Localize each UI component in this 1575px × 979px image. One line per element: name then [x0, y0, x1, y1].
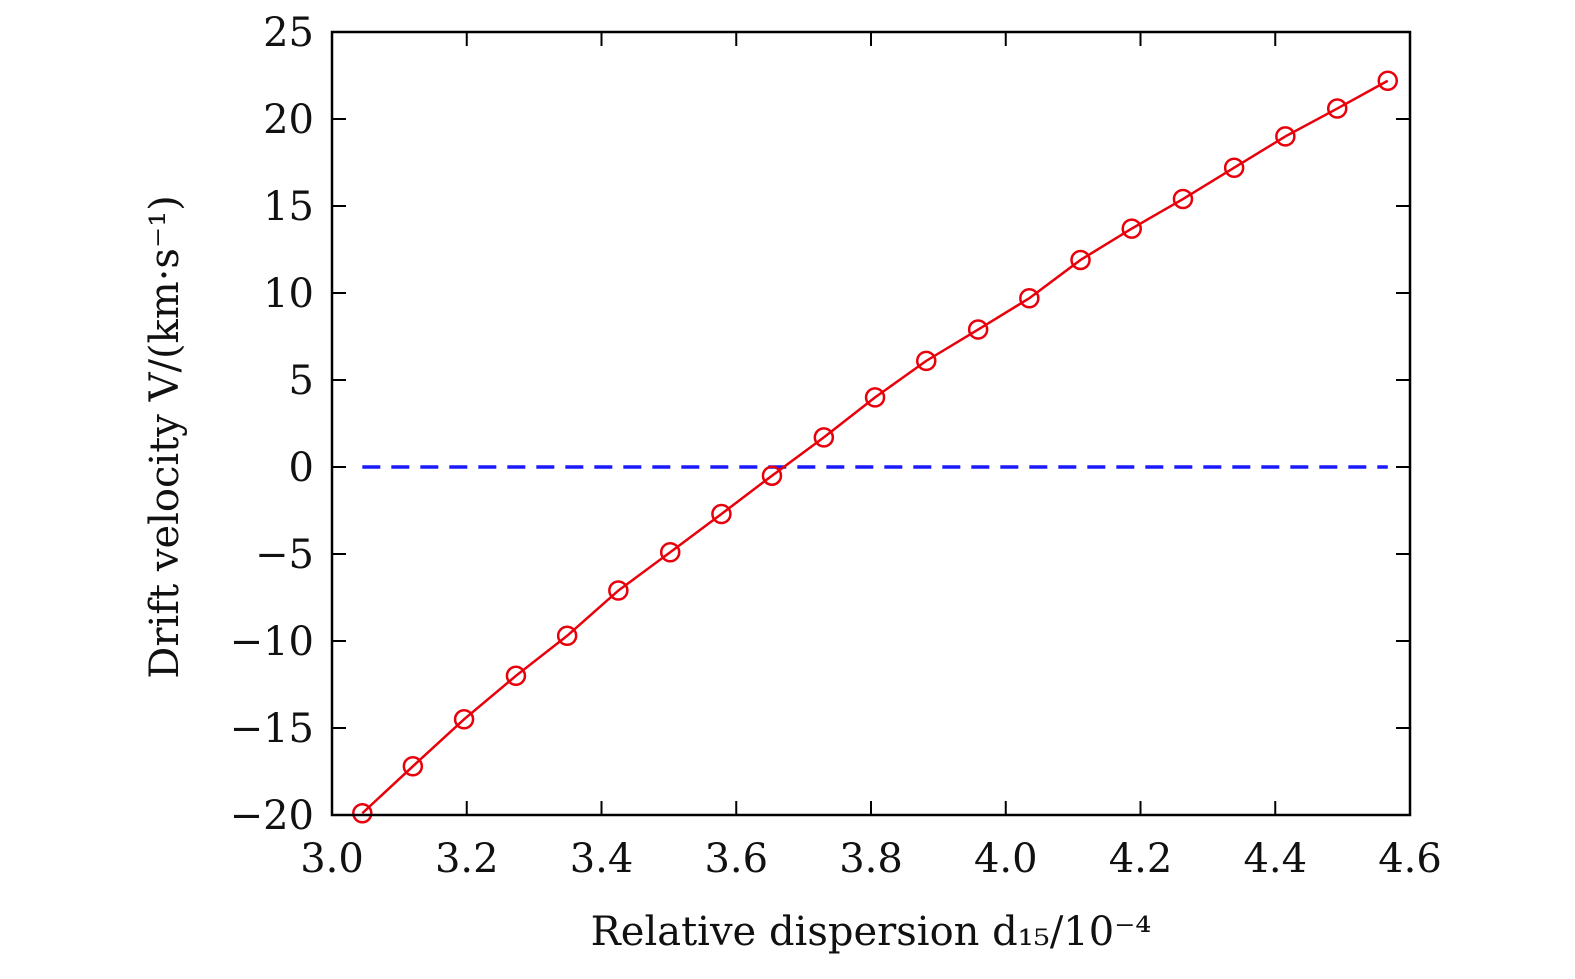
y-tick-label: 0	[289, 445, 314, 491]
x-tick-label: 3.6	[704, 836, 768, 882]
data-point	[864, 387, 886, 408]
data-point	[505, 665, 527, 687]
data-point	[1019, 287, 1040, 309]
y-tick-label: 20	[263, 97, 314, 143]
x-tick-label: 3.2	[435, 836, 499, 882]
data-point	[1326, 98, 1348, 119]
data-point	[711, 503, 732, 525]
data-point	[1070, 249, 1091, 271]
data-point	[915, 350, 937, 372]
data-point	[761, 465, 783, 486]
y-tick-label: −20	[230, 793, 314, 839]
data-point	[813, 427, 835, 448]
x-tick-label: 3.4	[570, 836, 634, 882]
data-point	[967, 319, 989, 340]
x-tick-label: 4.6	[1378, 836, 1442, 882]
data-point	[1275, 126, 1296, 147]
data-point	[1121, 218, 1142, 239]
x-tick-label: 3.0	[300, 836, 364, 882]
series-line	[361, 79, 1389, 815]
data-point	[608, 580, 629, 601]
data-point	[402, 756, 424, 777]
x-tick-label: 4.0	[974, 836, 1038, 882]
y-axis-label: Drift velocity V/(km·s⁻¹)	[142, 195, 188, 678]
data-point	[352, 803, 373, 824]
x-tick-label: 4.2	[1109, 836, 1173, 882]
x-tick-label: 4.4	[1243, 836, 1307, 882]
y-tick-label: 5	[289, 358, 314, 404]
data-point	[453, 709, 475, 730]
plot-frame	[330, 30, 1412, 817]
data-point	[659, 542, 681, 563]
x-axis-label: Relative dispersion d₁₅/10⁻⁴	[591, 909, 1152, 955]
x-tick-label: 3.8	[839, 836, 903, 882]
data-point	[1377, 70, 1399, 91]
data-point	[1223, 157, 1245, 178]
y-tick-label: 15	[263, 184, 314, 230]
y-tick-label: 10	[263, 271, 314, 317]
data-point	[1172, 188, 1194, 210]
y-tick-label: −5	[255, 532, 314, 578]
y-tick-label: −15	[230, 706, 314, 752]
y-tick-label: 25	[263, 10, 314, 56]
data-point	[556, 625, 578, 647]
y-tick-label: −10	[230, 619, 314, 665]
